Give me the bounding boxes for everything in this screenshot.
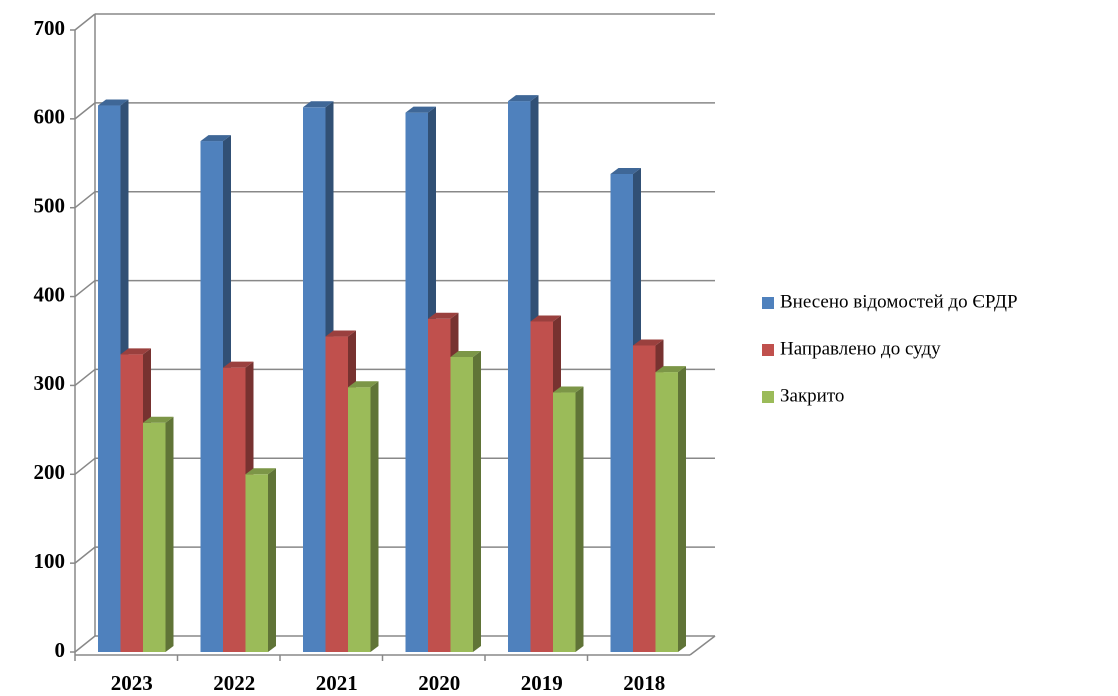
bar-top [450,350,481,357]
y-tick-label: 300 [34,371,66,395]
x-tick-label: 2019 [521,671,563,695]
bar [633,345,656,652]
y-tick-label: 0 [55,638,66,662]
bar [405,112,428,652]
bar [200,141,223,653]
x-tick-label: 2021 [316,671,358,695]
y-tick-label: 400 [34,282,66,306]
bar [530,321,553,652]
bar-top [530,315,561,322]
bar-side [575,386,584,652]
bar [450,356,473,652]
bar [245,474,268,652]
legend-label: Направлено до суду [780,338,941,359]
bar [553,392,576,652]
grid-line-side [74,191,96,209]
bar [428,318,451,652]
bar-side [165,416,174,652]
y-tick-label: 500 [34,194,66,218]
bar-top [120,348,151,355]
bar-top [655,366,686,373]
bar-top [508,95,539,102]
bar-side [370,381,379,652]
bar [120,354,143,652]
legend-label: Внесено відомостей до ЄРДР [780,291,1018,312]
bar [610,173,633,652]
legend-swatch [762,344,774,356]
bar-top [428,312,459,319]
x-tick-label: 2023 [111,671,153,695]
bar-side [268,468,276,652]
legend-swatch [762,391,774,403]
bar-top [348,381,379,388]
bar-top [245,468,276,475]
bar [348,387,371,652]
grid-line-side [74,102,96,120]
bar-side [678,366,686,652]
x-tick-label: 2022 [213,671,255,695]
grid-line-side [74,13,96,31]
grid-line-side [74,635,96,653]
bar-top [303,101,334,108]
bar-top [223,361,254,368]
grid-line-side [74,546,96,564]
legend-swatch [762,297,774,309]
grid-line-side [74,457,96,475]
bar-top [405,106,436,113]
bar [303,107,326,652]
bar-top [200,135,231,142]
bar [143,422,166,652]
grid-line-side [74,368,96,387]
x-tick-label: 2020 [418,671,460,695]
bar-top [553,386,584,393]
y-tick-label: 100 [34,549,66,573]
bar-top [325,330,356,337]
y-tick-label: 700 [34,16,66,40]
legend-label: Закрито [780,385,844,406]
bar [325,336,348,652]
bar-top [610,167,641,174]
floor-side [689,635,716,656]
bar [98,105,121,653]
bar-top [98,99,129,106]
bar [508,101,531,653]
bar-side [473,350,481,652]
x-tick-label: 2018 [623,671,665,695]
y-tick-label: 600 [34,105,66,129]
bar [223,367,246,652]
bar [655,372,678,652]
grid-line-side [74,279,96,298]
bar-top [633,339,664,346]
bar-top [143,416,174,423]
y-tick-label: 200 [34,460,66,484]
